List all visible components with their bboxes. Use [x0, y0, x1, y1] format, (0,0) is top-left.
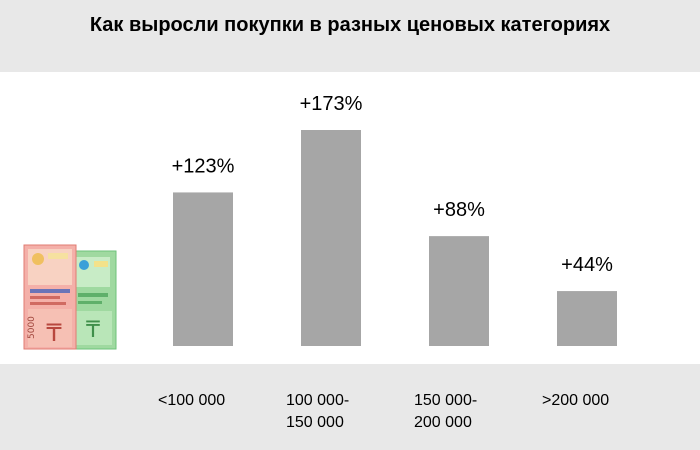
bar-1 — [301, 130, 361, 346]
data-label-0: +123% — [172, 155, 235, 177]
data-label-1: +173% — [300, 93, 363, 115]
category-label-line: 100 000- — [286, 392, 350, 409]
bar-3 — [557, 291, 617, 346]
category-label-line: 150 000 — [286, 414, 344, 431]
green-banknote: ₸ — [69, 250, 117, 350]
chart-title: Как выросли покупки в разных ценовых кат… — [89, 14, 611, 36]
tenge-symbol-pink: ₸ — [46, 319, 62, 347]
tenge-symbol-green: ₸ — [86, 318, 100, 343]
category-label-1: 100 000- 150 000 — [286, 390, 406, 434]
category-label-3: >200 000 — [542, 390, 662, 412]
data-label-2: +88% — [433, 199, 485, 221]
category-label-0: <100 000 — [158, 390, 278, 412]
banknotes-illustration: ₸ 5000 ₸ — [23, 244, 117, 350]
category-label-line: 200 000 — [414, 414, 472, 431]
bar-2 — [429, 236, 489, 346]
denomination-text: 5000 — [27, 316, 37, 339]
category-label-line: <100 000 — [158, 392, 226, 409]
pink-banknote: 5000 ₸ — [23, 244, 77, 350]
category-band — [0, 364, 700, 450]
bar-0 — [173, 192, 233, 346]
data-label-3: +44% — [561, 254, 613, 276]
category-label-2: 150 000- 200 000 — [414, 390, 534, 434]
title-band — [0, 0, 700, 72]
category-label-line: >200 000 — [542, 392, 610, 409]
category-label-line: 150 000- — [414, 392, 478, 409]
